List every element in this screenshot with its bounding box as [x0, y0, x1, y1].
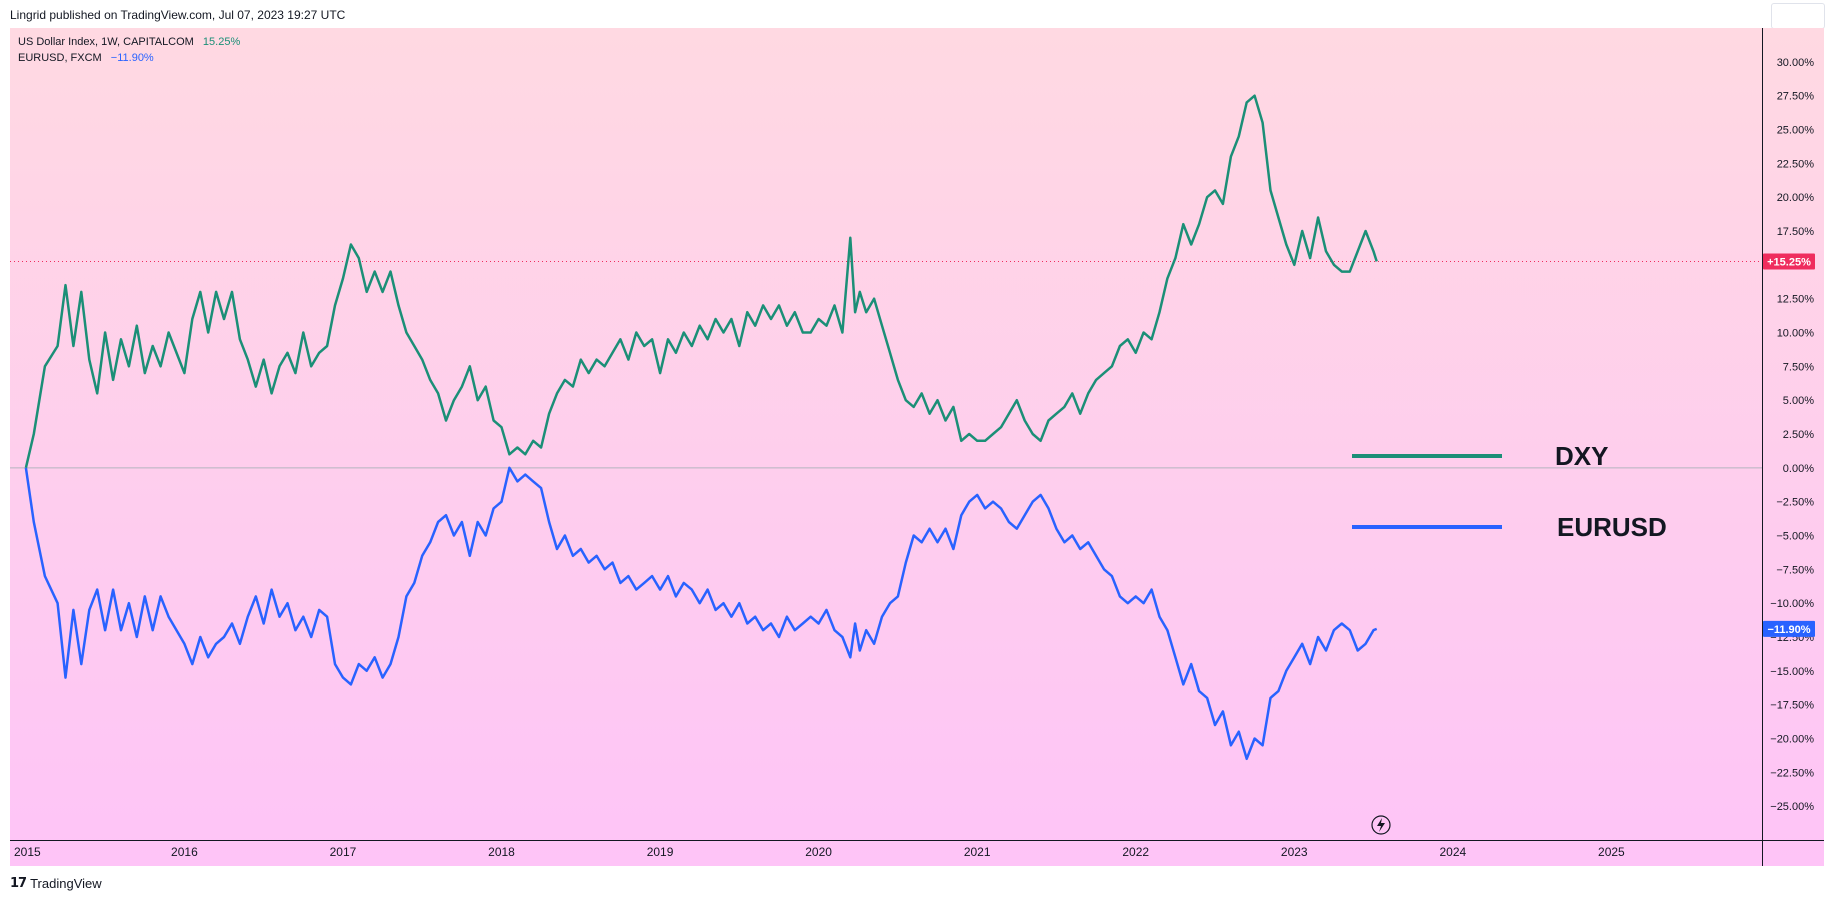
series-line-dxy[interactable]: [24, 94, 1378, 469]
y-tick-label: −22.50%: [1770, 767, 1814, 779]
publish-header: Lingrid published on TradingView.com, Ju…: [0, 0, 1835, 28]
tradingview-logo[interactable]: 17 TradingView: [10, 876, 102, 891]
x-tick-label: 2016: [171, 845, 198, 859]
last-value-tag-dxy: [1763, 253, 1815, 270]
toolbar-box[interactable]: [1771, 3, 1825, 29]
y-tick-label: −7.50%: [1776, 564, 1814, 576]
x-tick-label: 2023: [1281, 845, 1308, 859]
x-tick-label: 2024: [1439, 845, 1466, 859]
y-tick-label: −2.50%: [1776, 497, 1814, 509]
y-tick-label: 2.50%: [1783, 429, 1814, 441]
y-tick-label: −10.00%: [1770, 598, 1814, 610]
x-tick-label: 2019: [647, 845, 674, 859]
publish-info: Lingrid published on TradingView.com, Ju…: [10, 8, 346, 22]
y-tick-label: −17.50%: [1770, 700, 1814, 712]
y-tick-label: 12.50%: [1777, 294, 1815, 306]
y-tick-label: 22.50%: [1777, 158, 1815, 170]
annotation-label-dxy: DXY: [1555, 441, 1608, 471]
lightning-icon[interactable]: [1371, 815, 1391, 835]
x-tick-label: 2018: [488, 845, 515, 859]
x-tick-label: 2025: [1598, 845, 1625, 859]
y-tick-label: −25.00%: [1770, 801, 1814, 813]
y-tick-label: 17.50%: [1777, 226, 1815, 238]
chart-background: [10, 28, 1824, 866]
y-tick-label: 25.00%: [1777, 125, 1815, 137]
y-tick-label: 30.00%: [1777, 57, 1815, 69]
last-value-tag-eurusd: [1763, 620, 1815, 637]
series-legend: US Dollar Index, 1W, CAPITALCOM 15.25% E…: [18, 34, 240, 66]
chart-area[interactable]: 30.00%27.50%25.00%22.50%20.00%17.50%15.0…: [10, 28, 1824, 866]
lightning-bolt-icon: [1377, 818, 1385, 832]
footer: 17 TradingView: [0, 866, 1835, 901]
x-tick-label: 2017: [330, 845, 357, 859]
last-value-label-eurusd: −11.90%: [1767, 624, 1810, 636]
y-tick-label: −20.00%: [1770, 734, 1814, 746]
annotation-label-eurusd: EURUSD: [1557, 512, 1667, 542]
y-tick-label: 10.00%: [1777, 328, 1815, 340]
y-tick-label: 27.50%: [1777, 91, 1815, 103]
y-tick-label: −15.00%: [1770, 666, 1814, 678]
y-tick-label: 20.00%: [1777, 192, 1815, 204]
y-tick-label: 5.00%: [1783, 395, 1814, 407]
last-value-label-dxy: +15.25%: [1767, 256, 1811, 268]
legend-label-dxy: US Dollar Index, 1W, CAPITALCOM: [18, 36, 194, 48]
legend-value-dxy: 15.25%: [202, 36, 241, 48]
chart-svg: 30.00%27.50%25.00%22.50%20.00%17.50%15.0…: [10, 28, 1824, 866]
x-tick-label: 2020: [805, 845, 832, 859]
x-tick-label: 2021: [964, 845, 991, 859]
series-line-eurusd[interactable]: [24, 466, 1378, 761]
y-tick-label: −5.00%: [1776, 531, 1814, 543]
legend-value-eur: −11.90%: [110, 52, 154, 64]
y-tick-label: 0.00%: [1783, 463, 1814, 475]
brand-name: TradingView: [30, 876, 102, 891]
legend-label-eur: EURUSD, FXCM: [18, 52, 102, 64]
x-tick-label: 2015: [14, 845, 41, 859]
tradingview-logo-icon: 17: [10, 876, 27, 891]
y-tick-label: 7.50%: [1783, 361, 1814, 373]
legend-row-eur[interactable]: EURUSD, FXCM −11.90%: [18, 50, 240, 66]
x-tick-label: 2022: [1122, 845, 1149, 859]
legend-row-dxy[interactable]: US Dollar Index, 1W, CAPITALCOM 15.25%: [18, 34, 240, 50]
